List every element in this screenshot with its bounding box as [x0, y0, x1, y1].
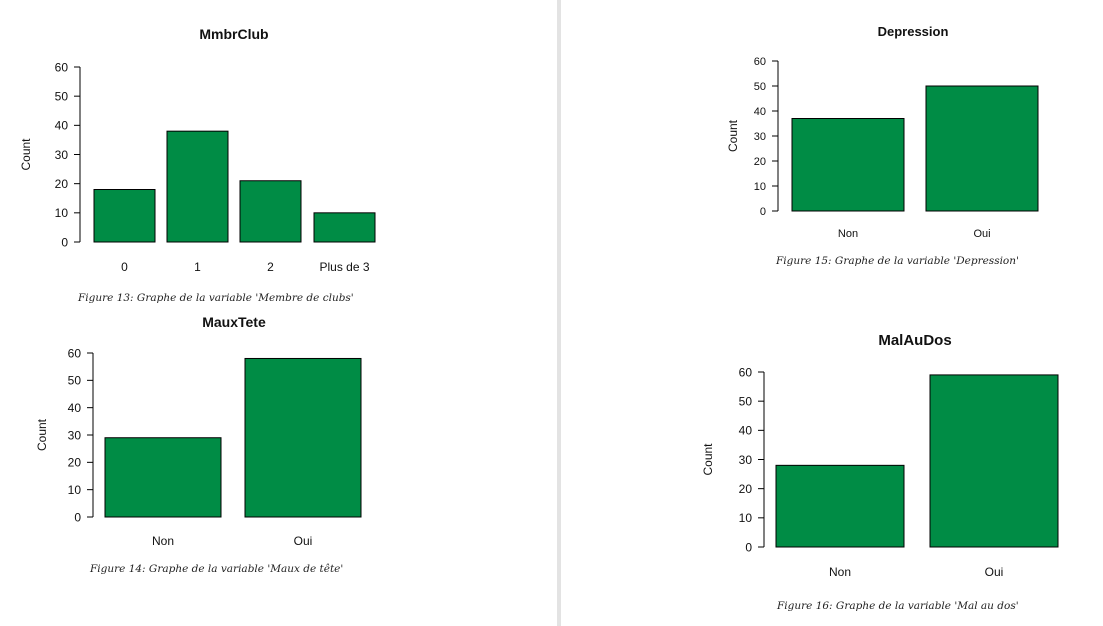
mmbrclub-ytick-label: 40	[55, 119, 69, 133]
figure-13-caption: Figure 13: Graphe de la variable 'Membre…	[78, 292, 354, 304]
depression-title: Depression	[878, 24, 949, 39]
mmbrclub-ytick-label: 50	[55, 89, 69, 103]
mauxtete-ytick-label: 30	[68, 428, 82, 442]
malaudos-title: MalAuDos	[878, 332, 951, 349]
depression-bar-0	[791, 118, 905, 212]
mauxtete-ytick-label: 40	[68, 401, 82, 415]
malaudos-bar-0	[775, 464, 905, 548]
malaudos-ytick-label: 40	[739, 424, 753, 438]
depression-category-label-0: Non	[838, 228, 858, 240]
mmbrclub-ylabel: Count	[19, 138, 33, 171]
mmbrclub-category-label-3: Plus de 3	[319, 260, 369, 274]
mauxtete-ytick-label: 60	[68, 346, 82, 360]
mauxtete-ylabel: Count	[35, 418, 49, 451]
depression-ytick-label: 10	[754, 181, 766, 193]
malaudos-ytick-label: 50	[739, 394, 753, 408]
mauxtete-category-label-0: Non	[152, 534, 174, 548]
mauxtete-bar-1	[244, 357, 362, 518]
figure-15-caption: Figure 15: Graphe de la variable 'Depres…	[776, 255, 1019, 267]
mauxtete-ytick-label: 10	[68, 483, 82, 497]
mmbrclub-title: MmbrClub	[199, 26, 268, 42]
depression-ytick-label: 50	[754, 81, 766, 93]
figure-14-caption: Figure 14: Graphe de la variable 'Maux d…	[90, 563, 344, 575]
mmbrclub-category-label-0: 0	[121, 260, 128, 274]
malaudos-bar-1	[929, 374, 1059, 548]
mmbrclub-ytick-label: 0	[61, 235, 68, 249]
mmbrclub-bar-3	[313, 212, 376, 243]
mmbrclub-ytick-label: 30	[55, 148, 69, 162]
depression-bar-1	[925, 85, 1039, 212]
depression-ytick-label: 20	[754, 156, 766, 168]
malaudos-ytick-label: 0	[745, 540, 752, 554]
malaudos-ylabel: Count	[701, 443, 715, 476]
mmbrclub-ytick-label: 10	[55, 206, 69, 220]
malaudos-ytick-label: 30	[739, 453, 753, 467]
mmbrclub-ytick-label: 20	[55, 177, 69, 191]
depression-ytick-label: 0	[760, 206, 766, 218]
mmbrclub-ytick-label: 60	[55, 60, 69, 74]
mauxtete-category-label-1: Oui	[294, 534, 313, 548]
page-divider	[557, 0, 561, 626]
mmbrclub-category-label-1: 1	[194, 260, 201, 274]
mauxtete-ytick-label: 0	[74, 510, 81, 524]
figure-16-caption: Figure 16: Graphe de la variable 'Mal au…	[777, 600, 1019, 612]
depression-category-label-1: Oui	[973, 228, 990, 240]
mauxtete-bar-0	[104, 437, 222, 518]
malaudos-ytick-label: 20	[739, 482, 753, 496]
mauxtete-ytick-label: 50	[68, 374, 82, 388]
mmbrclub-bar-2	[239, 180, 302, 243]
mmbrclub-bar-0	[93, 189, 156, 243]
depression-ytick-label: 40	[754, 106, 766, 118]
depression-ytick-label: 30	[754, 131, 766, 143]
mmbrclub-category-label-2: 2	[267, 260, 274, 274]
malaudos-category-label-0: Non	[829, 565, 851, 579]
mauxtete-title: MauxTete	[202, 314, 266, 330]
depression-ytick-label: 60	[754, 56, 766, 68]
malaudos-ytick-label: 60	[739, 365, 753, 379]
malaudos-category-label-1: Oui	[985, 565, 1004, 579]
depression-ylabel: Count	[726, 119, 740, 152]
malaudos-ytick-label: 10	[739, 511, 753, 525]
mauxtete-ytick-label: 20	[68, 456, 82, 470]
mmbrclub-bar-1	[166, 130, 229, 243]
